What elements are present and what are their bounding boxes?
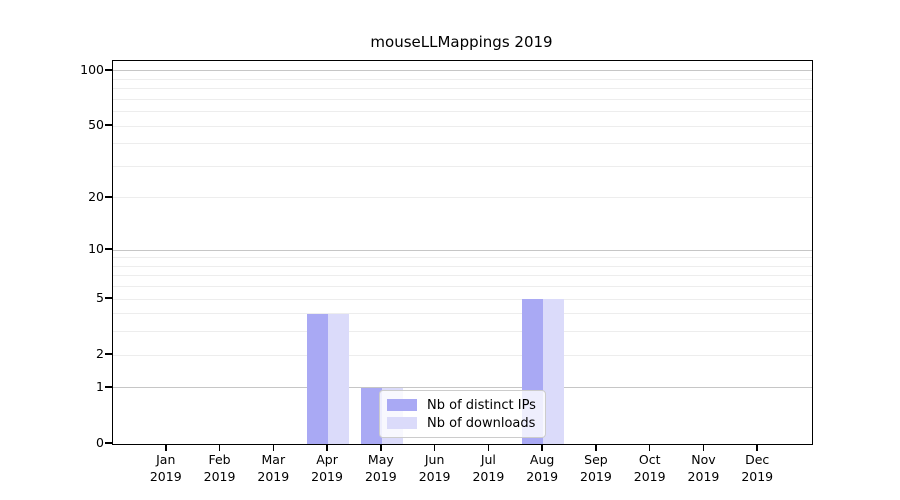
gridline-minor [113,257,812,259]
x-tick-year: 2019 [311,469,343,484]
x-tick-month: Nov [691,452,716,467]
x-tick-year: 2019 [149,469,182,484]
x-tick-label: Mar 2019 [246,451,300,485]
gridline-minor [113,197,812,199]
bar-distinct-ips [307,313,329,444]
bar-downloads [328,313,350,444]
gridline-minor [113,286,812,288]
y-tick-mark [105,386,112,388]
legend-item: Nb of distinct IPs [387,396,538,414]
x-tick-mark [595,444,597,451]
x-tick-label: Sep 2019 [569,451,623,485]
gridline-minor [113,98,812,100]
legend-swatch [387,417,417,429]
legend-swatch [387,399,417,411]
gridline-minor [113,265,812,267]
x-tick-year: 2019 [687,469,720,484]
x-tick-label: Aug 2019 [515,451,569,485]
y-tick-label: 100 [80,61,104,77]
legend: Nb of distinct IPs Nb of downloads [379,390,546,438]
x-tick-mark [218,444,221,451]
y-tick-mark [105,297,112,299]
x-tick-label: Feb 2019 [193,451,247,485]
x-tick-mark [433,444,436,451]
legend-item: Nb of downloads [387,414,538,432]
x-tick-label: Oct 2019 [623,451,677,485]
gridline-minor [113,275,812,277]
y-tick-mark [105,69,112,71]
y-tick-label: 50 [88,117,104,133]
x-tick-year: 2019 [472,469,505,484]
x-tick-year: 2019 [741,469,774,484]
y-tick-mark [105,353,112,355]
x-tick-month: Sep [584,452,608,467]
bar-distinct-ips [360,387,382,444]
gridline-minor [113,143,812,145]
x-tick-mark [648,444,651,451]
x-tick-month: Apr [316,452,338,467]
legend-label: Nb of distinct IPs [427,397,536,413]
x-tick-label: Jul 2019 [461,451,515,485]
gridline-minor [113,354,812,356]
x-tick-label: Apr 2019 [300,451,354,485]
x-tick-year: 2019 [580,469,612,484]
x-tick-mark [165,444,167,451]
gridline-minor [113,313,812,315]
y-tick-label: 10 [88,241,104,257]
x-tick-year: 2019 [633,469,666,484]
gridline-major [113,387,812,389]
bar-downloads [543,299,565,444]
gridline-minor [113,125,812,127]
gridline-minor [113,331,812,333]
x-tick-mark [272,444,275,451]
x-tick-mark [702,444,705,451]
x-tick-mark [487,444,490,451]
x-tick-year: 2019 [364,469,397,484]
gridline-minor [113,88,812,90]
x-tick-mark [380,444,382,451]
x-tick-month: Dec [745,452,770,467]
x-tick-year: 2019 [203,469,236,484]
x-tick-year: 2019 [257,469,290,484]
gridline-minor [113,111,812,113]
y-tick-mark [105,442,112,444]
plot-area: Nb of distinct IPs Nb of downloads [112,60,813,445]
gridline-minor [113,165,812,167]
y-tick-label: 20 [88,188,104,204]
x-tick-mark [326,444,328,451]
x-tick-month: May [367,452,394,467]
x-tick-mark [541,444,543,451]
x-tick-month: Feb [208,452,231,467]
legend-label: Nb of downloads [427,415,536,431]
x-tick-label: May 2019 [354,451,408,485]
x-tick-label: Nov 2019 [676,451,730,485]
x-tick-label: Jun 2019 [408,451,462,485]
y-tick-mark [105,248,112,250]
y-tick-label: 0 [96,435,104,450]
x-tick-month: Jan [156,452,176,467]
x-tick-mark [756,444,758,451]
x-tick-month: Jun [424,452,445,467]
y-tick-label: 2 [96,346,104,362]
gridline-minor [113,78,812,80]
y-tick-label: 1 [96,378,104,394]
gridline-minor [113,298,812,300]
chart-title: mouseLLMappings 2019 [370,33,553,51]
x-tick-month: Jul [480,452,496,467]
x-tick-year: 2019 [526,469,559,484]
x-tick-year: 2019 [418,469,451,484]
x-tick-label: Dec 2019 [730,451,784,485]
y-tick-mark [105,196,112,198]
x-tick-label: Jan 2019 [139,451,193,485]
x-tick-month: Mar [261,452,286,467]
gridline-major [113,249,812,251]
y-tick-mark [105,124,112,126]
y-tick-label: 5 [96,290,104,306]
gridline-major [113,70,812,72]
x-tick-month: Aug [529,452,555,467]
x-tick-month: Oct [638,452,661,467]
